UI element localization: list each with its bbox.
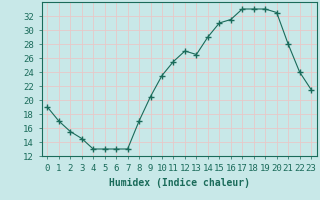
X-axis label: Humidex (Indice chaleur): Humidex (Indice chaleur)	[109, 178, 250, 188]
